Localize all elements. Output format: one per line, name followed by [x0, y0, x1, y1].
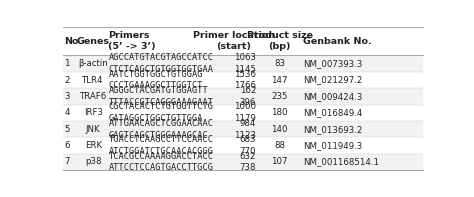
Text: 632
738: 632 738 — [240, 151, 256, 172]
Text: 683
770: 683 770 — [240, 135, 256, 156]
Text: 3: 3 — [64, 92, 70, 101]
Text: TLR4: TLR4 — [82, 76, 104, 85]
Bar — [63, 56, 423, 72]
Text: AATCTGGTGGCTGTGGAG
CCCTGAAAGGCTTGGTCT: AATCTGGTGGCTGTGGAG CCCTGAAAGGCTTGGTCT — [109, 70, 203, 90]
Text: TRAF6: TRAF6 — [80, 92, 107, 101]
Text: 88: 88 — [274, 141, 285, 150]
Text: β-actin: β-actin — [78, 59, 108, 68]
Text: AGGGCTACGATGTGGAGTT
TTTACCGTCAGGGAAAGAAT: AGGGCTACGATGTGGAGTT TTTACCGTCAGGGAAAGAAT — [109, 86, 213, 107]
Text: 5: 5 — [64, 125, 70, 134]
Text: 2: 2 — [64, 76, 70, 85]
Text: ATTGAACAGCTCGGAACAAC
GAGTCAGCTGGGAAAGCAC: ATTGAACAGCTCGGAACAAC GAGTCAGCTGGGAAAGCAC — [109, 119, 213, 140]
Text: NM_011949.3: NM_011949.3 — [303, 141, 363, 150]
Text: AGCCATGTACGTAGCCATCC
CTCTCAGCTGTGGTGGTGAA: AGCCATGTACGTAGCCATCC CTCTCAGCTGTGGTGGTGA… — [109, 53, 213, 74]
Text: NM_013693.2: NM_013693.2 — [303, 125, 363, 134]
Bar — [63, 88, 423, 105]
Text: 83: 83 — [274, 59, 285, 68]
Text: TGACCTCAAGCCTTCCAACC
ATCTGGATCTGCAACACGGG: TGACCTCAAGCCTTCCAACC ATCTGGATCTGCAACACGG… — [109, 135, 213, 156]
Text: Product size
(bp): Product size (bp) — [246, 31, 313, 51]
Text: 162
396: 162 396 — [240, 86, 256, 107]
Bar — [63, 105, 423, 121]
Text: CGCTACACTCTGTGGTTCTG
GATAGGCTGGCTGTTGGA: CGCTACACTCTGTGGTTCTG GATAGGCTGGCTGTTGGA — [109, 102, 213, 123]
Bar — [63, 138, 423, 154]
Text: No.: No. — [64, 37, 82, 46]
Text: NM_009424.3: NM_009424.3 — [303, 92, 363, 101]
Text: Genbank No.: Genbank No. — [303, 37, 372, 46]
Text: 1000
1179: 1000 1179 — [234, 102, 256, 123]
Text: 140: 140 — [272, 125, 288, 134]
Text: 7: 7 — [64, 157, 70, 166]
Text: 180: 180 — [272, 108, 288, 117]
Text: 6: 6 — [64, 141, 70, 150]
Text: 235: 235 — [272, 92, 288, 101]
Text: 4: 4 — [64, 108, 70, 117]
Text: TCACGCCAAAAGGACCTACC
ATTCCTCCAGTGACCTTGCG: TCACGCCAAAAGGACCTACC ATTCCTCCAGTGACCTTGC… — [109, 151, 213, 172]
Text: NM_007393.3: NM_007393.3 — [303, 59, 363, 68]
Text: 1063
1145: 1063 1145 — [234, 53, 256, 74]
Text: p38: p38 — [85, 157, 101, 166]
Text: NM_001168514.1: NM_001168514.1 — [303, 157, 379, 166]
Bar — [63, 154, 423, 170]
Text: Primers
(5’ -> 3’): Primers (5’ -> 3’) — [109, 31, 156, 51]
Text: Primer location
(start): Primer location (start) — [193, 31, 275, 51]
Text: 984
1123: 984 1123 — [234, 119, 256, 140]
Text: Genes: Genes — [77, 37, 109, 46]
Text: 107: 107 — [272, 157, 288, 166]
Text: NM_016849.4: NM_016849.4 — [303, 108, 363, 117]
Text: 1: 1 — [64, 59, 70, 68]
Text: ERK: ERK — [85, 141, 102, 150]
Text: IRF3: IRF3 — [84, 108, 103, 117]
Text: 147: 147 — [272, 76, 288, 85]
Text: 1536
1766: 1536 1766 — [234, 70, 256, 90]
Text: JNK: JNK — [86, 125, 100, 134]
Text: NM_021297.2: NM_021297.2 — [303, 76, 363, 85]
Bar — [63, 121, 423, 138]
Bar — [63, 72, 423, 88]
